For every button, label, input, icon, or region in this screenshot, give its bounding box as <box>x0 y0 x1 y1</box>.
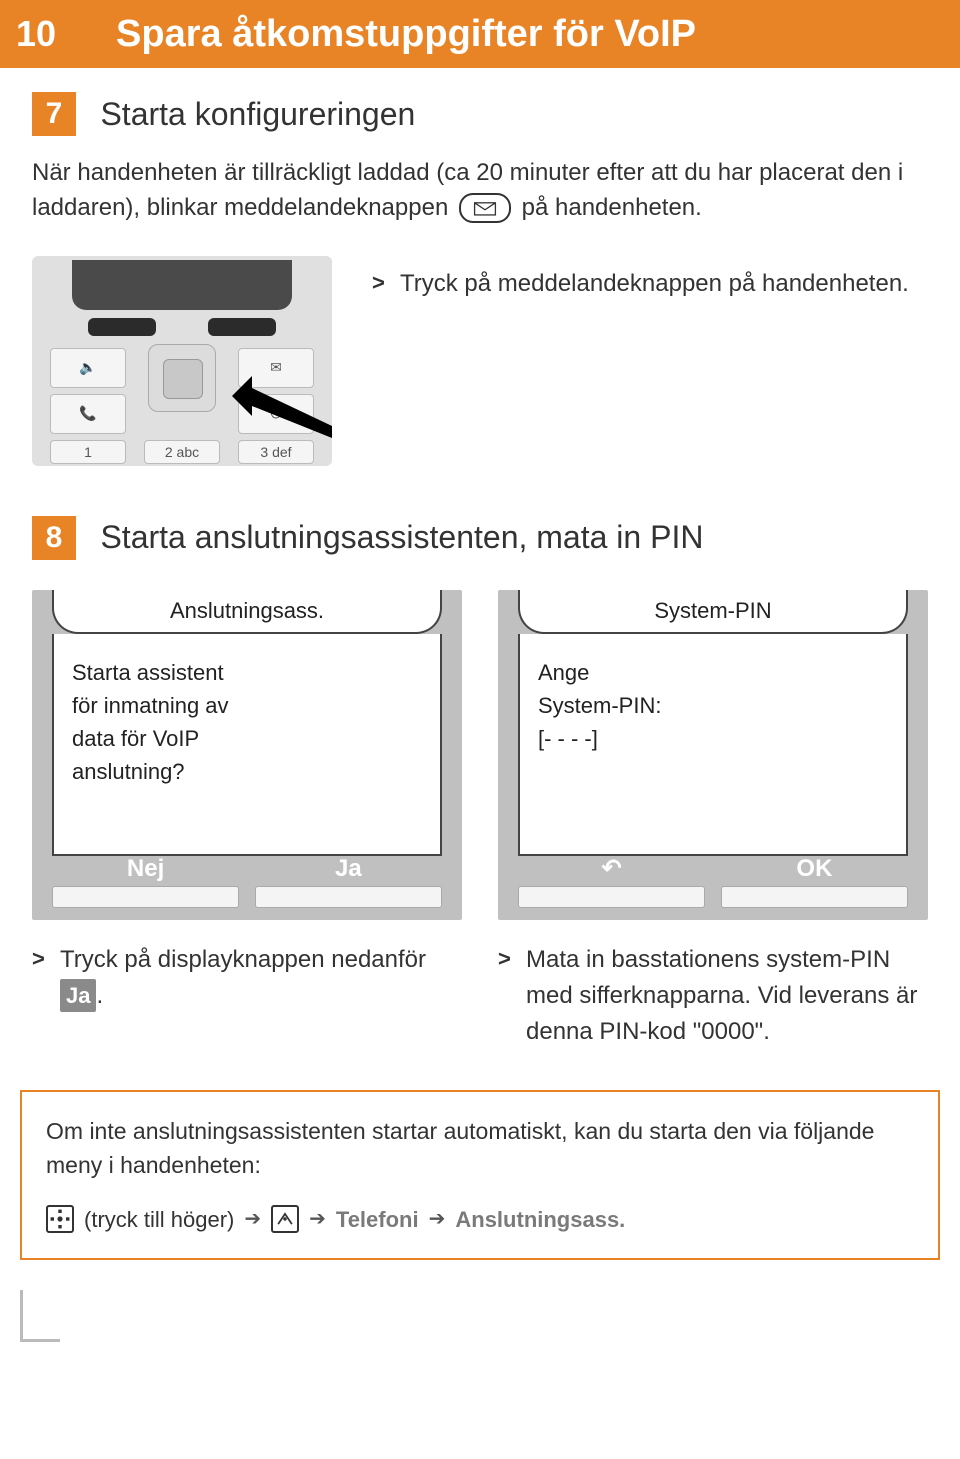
left-caption-text: Tryck på displayknappen nedanför Ja. <box>60 942 462 1014</box>
call-key: 📞 <box>50 394 126 434</box>
screen-systempin-softkeys: ↶ OK <box>498 856 928 912</box>
softkey-ja-label: Ja <box>255 856 442 882</box>
bc-press-label: (tryck till höger) <box>84 1203 234 1236</box>
softkey-nej: Nej <box>52 856 239 912</box>
arrow-right-icon: ➔ <box>309 1204 326 1234</box>
screen-systempin-line3: [- - - -] <box>538 722 888 755</box>
step-7-row: 🔈 ✉ 📞 ⏻ 1 2 abc 3 def > Tryck på meddela… <box>32 256 928 466</box>
left-screen-column: Anslutningsass. Starta assistent för inm… <box>32 590 462 1050</box>
screen-anslutning-body: Starta assistent för inmatning av data f… <box>52 634 442 856</box>
screen-anslutning-softkeys: Nej Ja <box>32 856 462 912</box>
note-box: Om inte anslutningsassistenten startar a… <box>20 1090 940 1260</box>
left-caption-post: . <box>96 982 103 1009</box>
screens-row: Anslutningsass. Starta assistent för inm… <box>32 590 928 1050</box>
speaker-key: 🔈 <box>50 348 126 388</box>
softkey-ok-label: OK <box>721 856 908 882</box>
pointer-arrow-icon <box>212 376 332 456</box>
step-8-header: 8 Starta anslutningsassistenten, mata in… <box>32 516 928 560</box>
screen-systempin-title: System-PIN <box>518 590 908 634</box>
step-badge-8: 8 <box>32 516 76 560</box>
phone-display <box>72 260 292 310</box>
left-caption-pre: Tryck på displayknappen nedanför <box>60 946 426 973</box>
chevron-right-icon: > <box>498 942 516 1050</box>
step-8-title: Starta anslutningsassistenten, mata in P… <box>100 519 703 556</box>
step-7-header: 7 Starta konfigureringen <box>32 92 928 136</box>
screen-systempin-line2: System-PIN: <box>538 689 888 722</box>
arrow-right-icon: ➔ <box>429 1204 446 1234</box>
softkey-ja-button <box>255 886 442 908</box>
key-1: 1 <box>50 440 126 464</box>
screen-anslutning-line3: data för VoIP <box>72 722 422 755</box>
page-title: Spara åtkomstuppgifter för VoIP <box>116 13 696 56</box>
step-7-body-post: på handenheten. <box>522 194 702 221</box>
screen-anslutning-line1: Starta assistent <box>72 656 422 689</box>
bc-anslutningsass: Anslutningsass. <box>455 1203 625 1236</box>
page-number: 10 <box>16 13 56 55</box>
content-area: 7 Starta konfigureringen När handenheten… <box>0 68 960 1050</box>
arrow-right-icon: ➔ <box>244 1204 261 1234</box>
phone-softkey-right <box>208 318 276 336</box>
step-7-instruction: > Tryck på meddelandeknappen på handenhe… <box>372 266 928 302</box>
undo-icon: ↶ <box>602 854 622 883</box>
key-2: 2 abc <box>144 440 220 464</box>
handset-keypad-illustration: 🔈 ✉ 📞 ⏻ 1 2 abc 3 def <box>32 256 332 466</box>
screen-systempin: System-PIN Ange System-PIN: [- - - -] ↶ … <box>498 590 928 920</box>
screen-anslutning-line2: för inmatning av <box>72 689 422 722</box>
softkey-back: ↶ <box>518 856 705 912</box>
softkey-back-button <box>518 886 705 908</box>
left-caption: > Tryck på displayknappen nedanför Ja. <box>32 942 462 1014</box>
right-caption: > Mata in basstationens system-PIN med s… <box>498 942 928 1050</box>
screen-anslutning-title: Anslutningsass. <box>52 590 442 634</box>
chevron-right-icon: > <box>372 266 390 302</box>
page-corner-mark <box>20 1290 60 1342</box>
screen-anslutning: Anslutningsass. Starta assistent för inm… <box>32 590 462 920</box>
menu-breadcrumb: (tryck till höger) ➔ ➔ Telefoni ➔ Anslut… <box>46 1203 914 1236</box>
phone-softkey-left <box>88 318 156 336</box>
screen-systempin-line1: Ange <box>538 656 888 689</box>
right-screen-column: System-PIN Ange System-PIN: [- - - -] ↶ … <box>498 590 928 1050</box>
step-7-instruction-col: > Tryck på meddelandeknappen på handenhe… <box>372 256 928 302</box>
softkey-nej-label: Nej <box>52 856 239 882</box>
page-header: 10 Spara åtkomstuppgifter för VoIP <box>0 0 960 68</box>
step-badge-7: 7 <box>32 92 76 136</box>
step-7-title: Starta konfigureringen <box>100 96 415 133</box>
dpad-icon <box>46 1205 74 1233</box>
softkey-nej-button <box>52 886 239 908</box>
softkey-ok-button <box>721 886 908 908</box>
dpad-center <box>163 359 203 399</box>
dpad <box>148 344 216 412</box>
softkey-back-label: ↶ <box>518 856 705 882</box>
envelope-icon <box>459 193 511 223</box>
ja-highlight: Ja <box>60 979 96 1012</box>
settings-icon <box>271 1205 299 1233</box>
screen-anslutning-line4: anslutning? <box>72 755 422 788</box>
step-7-body: När handenheten är tillräckligt laddad (… <box>32 156 928 226</box>
note-text: Om inte anslutningsassistenten startar a… <box>46 1114 914 1183</box>
softkey-ja: Ja <box>255 856 442 912</box>
bc-telefoni: Telefoni <box>336 1203 419 1236</box>
step-7-instruction-text: Tryck på meddelandeknappen på handenhete… <box>400 266 928 302</box>
screen-systempin-body: Ange System-PIN: [- - - -] <box>518 634 908 856</box>
chevron-right-icon: > <box>32 942 50 1014</box>
softkey-ok: OK <box>721 856 908 912</box>
right-caption-text: Mata in basstationens system-PIN med sif… <box>526 942 928 1050</box>
